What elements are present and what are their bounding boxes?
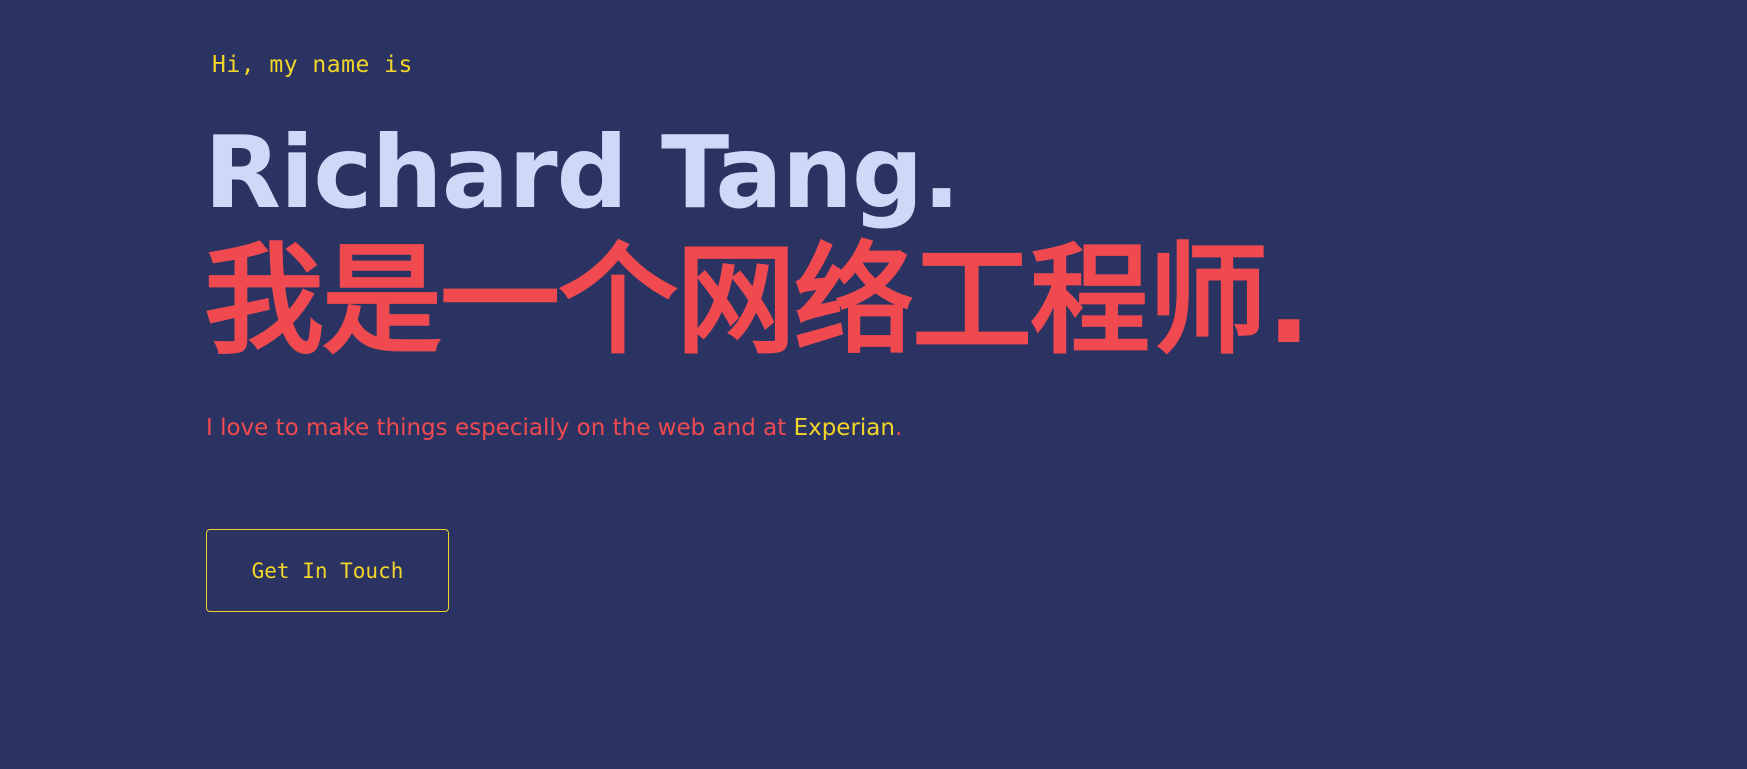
tagline-heading: 我是一个网络工程师. (204, 232, 1312, 371)
name-heading: Richard Tang. (204, 114, 961, 231)
description-prefix: I love to make things especially on the … (206, 415, 794, 441)
company-link[interactable]: Experian (793, 415, 895, 441)
greeting-text: Hi, my name is (212, 52, 413, 78)
get-in-touch-button[interactable]: Get In Touch (206, 529, 449, 612)
description-suffix: . (894, 415, 903, 441)
description-text: I love to make things especially on the … (206, 412, 902, 444)
